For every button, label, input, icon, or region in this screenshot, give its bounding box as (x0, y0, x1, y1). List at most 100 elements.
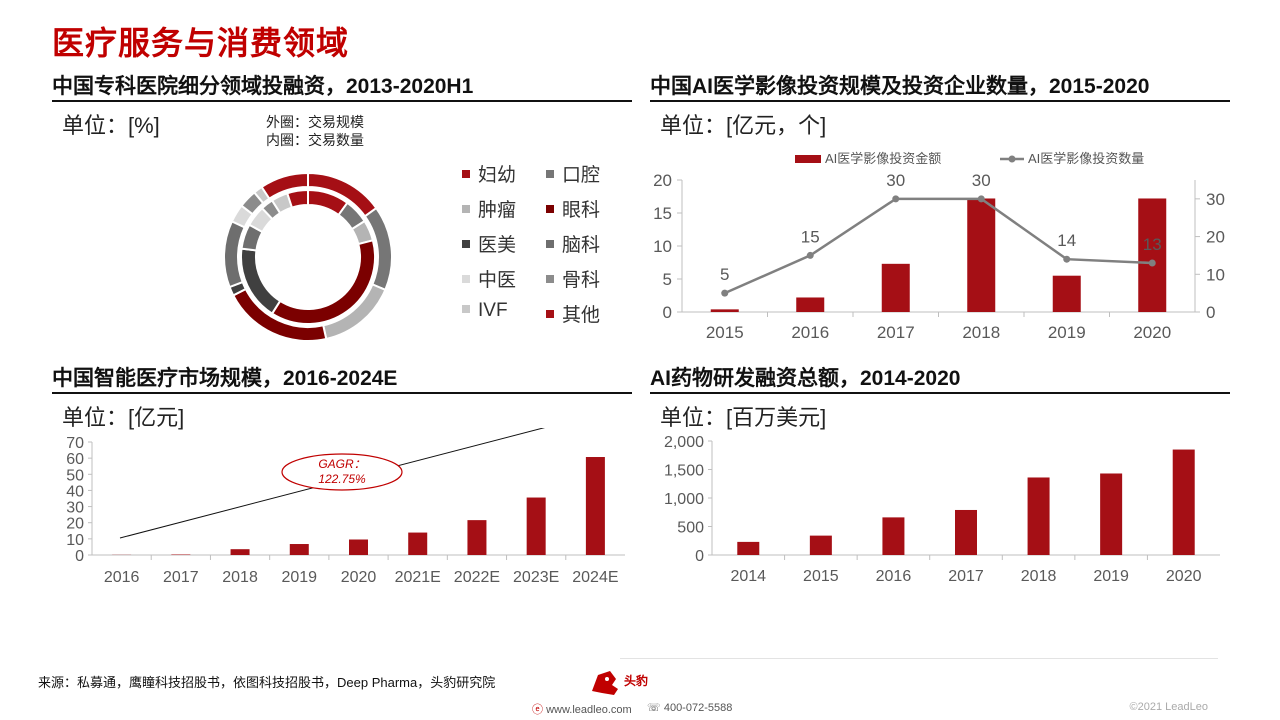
outer-ring-slice-10 (260, 171, 309, 201)
source-note: 来源：私募通，鹰瞳科技招股书，依图科技招股书，Deep Pharma，头豹研究院 (38, 675, 496, 690)
bar-2023E (526, 497, 546, 555)
y-tick-label: 500 (677, 520, 704, 537)
y-tick-label: 1,500 (664, 463, 704, 480)
x-tick-label: 2019 (1093, 568, 1129, 585)
bar-2018 (230, 549, 250, 555)
drug-chart: 0 500 1,000 1,500 2,000 2014 2015 2016 2017 2018 2… (664, 434, 1220, 585)
y-tick-label: 30 (66, 500, 84, 517)
y-tick-label: 0 (75, 548, 84, 565)
bar-2018 (967, 198, 996, 312)
y-tick-label: 0 (663, 303, 672, 322)
bar-2016 (882, 517, 905, 555)
y-tick-label: 50 (66, 467, 84, 484)
x-tick-label: 2016 (876, 568, 912, 585)
x-tick-label: 2019 (1048, 323, 1086, 342)
y-tick-label: 2,000 (664, 434, 704, 451)
y-tick-label: 15 (653, 204, 672, 223)
legend-label: 口腔 (562, 165, 601, 186)
bar-2020 (349, 539, 368, 555)
legend-label: 妇幼 (478, 165, 517, 186)
page-title: 医疗服务与消费领域 (52, 25, 350, 61)
x-tick-label: 2017 (163, 569, 199, 586)
legend-swatch (546, 204, 554, 213)
inner-ring-slice-10 (286, 188, 309, 209)
imaging-panel-title: 中国AI医学影像投资规模及投资企业数量，2015-2020 (650, 75, 1150, 98)
x-tick-label: 2015 (803, 568, 839, 585)
x-tick-label: 2020 (1166, 568, 1202, 585)
donut-chart (223, 171, 393, 342)
x-tick-label: 2022E (454, 569, 500, 586)
x-tick-label: 2017 (948, 568, 984, 585)
donut-unit: 单位：[%] (62, 113, 160, 138)
legend-label: 眼科 (562, 200, 601, 221)
donut-panel-title: 中国专科医院细分领域投融资，2013-2020H1 (52, 75, 474, 98)
donut-panel-rule (52, 100, 632, 102)
cagr-value: 122.75% (318, 472, 366, 486)
bar-2018 (1027, 477, 1050, 555)
x-tick-label: 2014 (730, 568, 766, 585)
legend-item-5: 医美 (462, 230, 516, 257)
legend-line-label: AI医学影像投资数量 (1028, 151, 1144, 166)
legend-swatch (546, 169, 554, 178)
x-tick-label: 2020 (1133, 323, 1171, 342)
bar-2020 (1172, 449, 1195, 555)
footer-rule (620, 658, 1218, 659)
count-label-2019: 14 (1057, 231, 1076, 250)
count-label-2016: 15 (801, 227, 820, 246)
bar-2019 (1100, 473, 1123, 555)
count-point-2020 (1148, 259, 1156, 267)
donut-ring-notes: 外圈：交易规模 内圈：交易数量 (266, 113, 364, 149)
legend-label: IVF (478, 300, 508, 321)
count-label-2015: 5 (720, 265, 729, 284)
x-tick-label: 2023E (513, 569, 559, 586)
x-tick-label: 2019 (281, 569, 317, 586)
smart-panel-title: 中国智能医疗市场规模，2016-2024E (52, 367, 398, 390)
legend-label: 脑科 (562, 235, 601, 256)
legend-swatch (462, 169, 470, 178)
legend-label: 肿瘤 (478, 200, 517, 221)
count-point-2015 (721, 289, 729, 297)
phone-icon: ☏ (647, 702, 661, 714)
outer-ring-note: 外圈：交易规模 (266, 114, 364, 130)
y-tick-label: 10 (653, 237, 672, 256)
legend-label: 骨科 (562, 270, 601, 291)
y2-tick-label: 30 (1206, 190, 1225, 209)
count-label-2020: 13 (1143, 235, 1162, 254)
drug-unit: 单位：[百万美元] (660, 405, 827, 430)
count-point-2019 (1063, 255, 1071, 263)
bar-2020 (1138, 198, 1167, 312)
bar-2019 (1052, 275, 1081, 312)
legend-swatch (546, 309, 554, 318)
bar-2021E (408, 532, 428, 555)
leadleo-logo: 头豹 (592, 671, 648, 695)
inner-ring-note: 内圈：交易数量 (266, 132, 364, 148)
copyright: ©2021 LeadLeo (1129, 701, 1208, 713)
smart-unit: 单位：[亿元] (62, 405, 185, 430)
website-text: www.leadleo.com (546, 704, 632, 716)
x-tick-label: 2018 (962, 323, 1000, 342)
count-line (724, 197, 1153, 295)
y-tick-label: 1,000 (664, 491, 704, 508)
x-tick-label: 2015 (706, 323, 744, 342)
x-tick-label: 2020 (341, 569, 377, 586)
bar-2017 (955, 509, 977, 555)
legend-swatch (462, 239, 470, 248)
x-tick-label: 2018 (222, 569, 258, 586)
drug-panel-rule (650, 392, 1230, 394)
website-link[interactable]: ⓔ www.leadleo.com (532, 701, 632, 717)
y-tick-label: 20 (653, 171, 672, 190)
imaging-panel-rule (650, 100, 1230, 102)
legend-item-7: 中医 (462, 265, 516, 292)
phone-text: 400-072-5588 (663, 702, 733, 714)
y-tick-label: 70 (66, 435, 84, 452)
legend-label: 医美 (478, 235, 517, 256)
cagr-ellipse (281, 453, 403, 491)
legend-line-marker (1008, 155, 1016, 163)
legend-bar-swatch (795, 155, 821, 163)
x-tick-label: 2016 (791, 323, 829, 342)
count-point-2016 (806, 251, 814, 259)
legend-item-4: 眼科 (546, 195, 600, 222)
y2-tick-label: 10 (1206, 265, 1225, 284)
cagr-annotation: GAGR： 122.75% (318, 457, 366, 486)
